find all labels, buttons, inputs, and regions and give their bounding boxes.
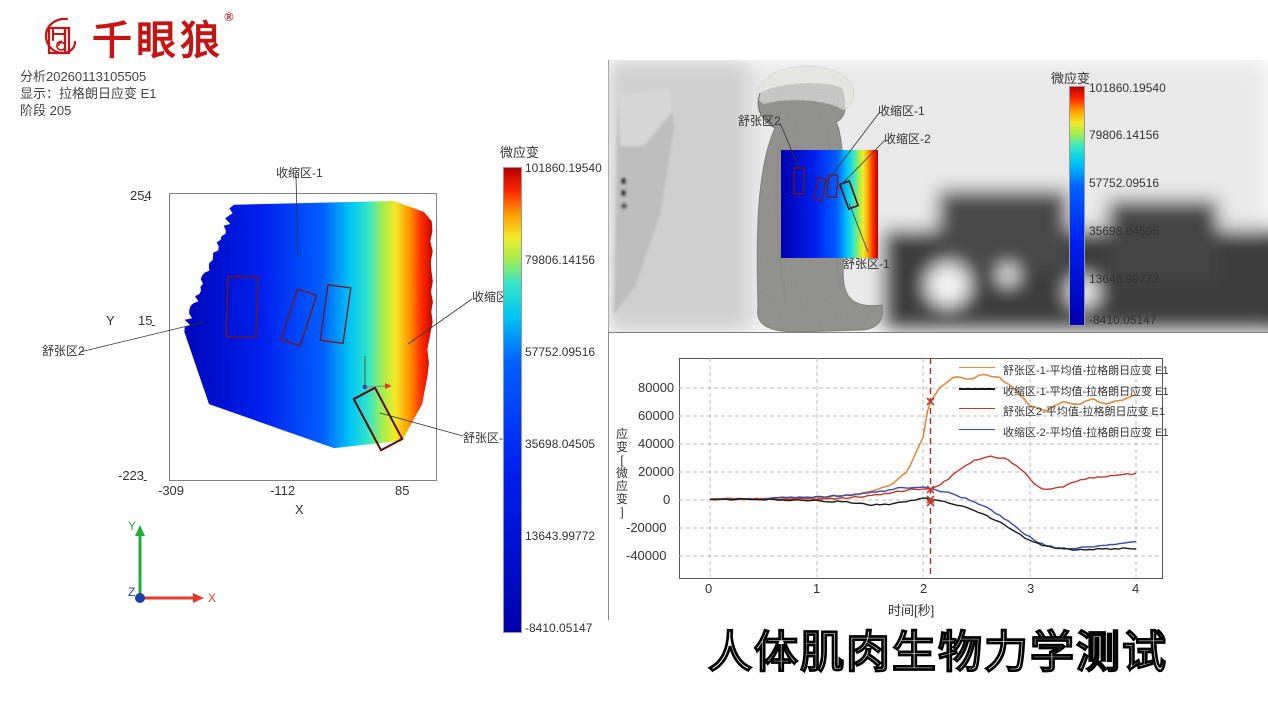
svg-text:X: X: [208, 591, 216, 605]
svg-text:Y: Y: [128, 519, 136, 533]
svg-text:Z: Z: [128, 585, 135, 599]
